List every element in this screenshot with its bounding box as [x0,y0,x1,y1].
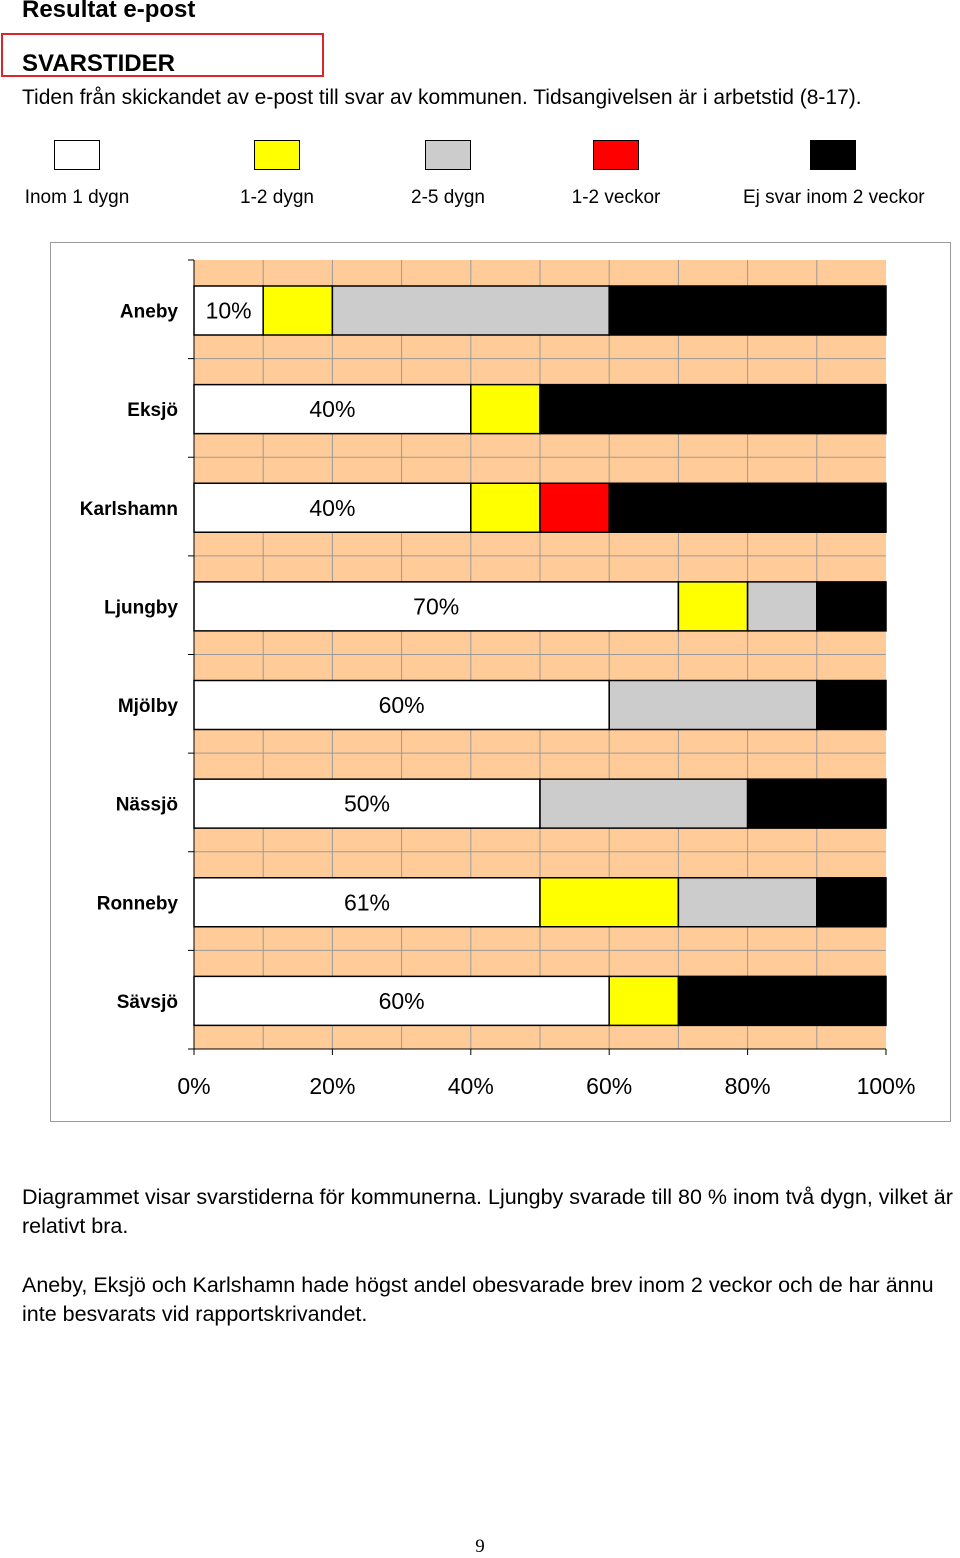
response-time-chart: Aneby 10% Eksjö 40% Karlshamn 40% Ljungby 70% Mj… [80,259,916,1099]
bar-segment-sävsjö-series-1 [608,975,680,1027]
bar-segment-nässjö-series-4 [746,778,887,829]
bar-segment-mjölby-series-4 [816,679,887,731]
bar-segment-eksjö-series-1 [470,383,541,435]
section-title: SVARSTIDER [22,50,175,77]
bar-segment-karlshamn-series-1 [470,482,541,533]
x-tick-label: 100% [857,1073,916,1099]
bar-segment-aneby-series-1 [262,285,334,336]
legend-label: 1-2 dygn [240,187,314,208]
bar-segment-karlshamn-series-3 [539,482,610,533]
bar-segment-karlshamn-series-0 [193,482,472,533]
bar-segment-nässjö-series-2 [539,778,749,829]
x-tick-label: 20% [309,1073,355,1099]
bar-segment-eksjö-series-4 [539,383,887,435]
bar-segment-ronneby-series-0 [193,877,541,928]
section-title-box [1,33,324,77]
category-label: Sävsjö [117,992,178,1013]
summary-paragraph: Aneby, Eksjö och Karlshamn hade högst an… [22,1273,934,1326]
x-tick-label: 0% [177,1073,210,1099]
data-label: 10% [206,298,252,324]
data-label: 61% [344,889,390,915]
category-label: Eksjö [127,400,178,421]
bar-segment-ronneby-series-1 [539,877,680,928]
bar-segment-ronneby-series-2 [677,877,818,928]
bar-segment-karlshamn-series-4 [608,482,887,533]
chart-frame: Aneby 10% Eksjö 40% Karlshamn 40% Ljungby 70% Mj… [50,242,951,1122]
category-label: Mjölby [118,696,179,717]
bar-segment-mjölby-series-2 [608,679,818,731]
x-tick-label: 40% [448,1073,494,1099]
legend-label: Ej svar inom 2 veckor [743,187,925,208]
category-label: Aneby [120,302,179,323]
legend-item-2-5-dygn: 2-5 dygn [358,140,538,220]
legend-item-1-2-veckor: 1-2 veckor [526,140,706,220]
page-number: 9 [475,1536,485,1557]
intro-text: Tiden från skickandet av e-post till sva… [22,86,862,109]
x-tick-label: 80% [725,1073,771,1099]
legend-label: 1-2 veckor [571,187,661,208]
bar-segment-eksjö-series-0 [193,383,472,435]
bar-segment-ljungby-series-2 [746,581,818,632]
bar-segment-mjölby-series-0 [193,679,610,731]
chart-caption: Diagrammet visar svarstiderna för kommun… [22,1185,953,1238]
bar-segment-aneby-series-4 [608,285,887,336]
data-label: 60% [379,988,425,1014]
data-label: 60% [379,692,425,718]
bar-segment-ljungby-series-1 [677,581,749,632]
page-heading: Resultat e-post [22,0,196,23]
data-label: 40% [309,396,355,422]
bar-segment-aneby-series-2 [331,285,610,336]
category-label: Ronneby [97,893,179,914]
category-label: Ljungby [104,597,178,618]
bar-segment-ljungby-series-0 [193,581,680,632]
category-label: Nässjö [116,795,178,816]
bar-segment-ronneby-series-4 [816,877,887,928]
bar-segment-ljungby-series-4 [816,581,887,632]
category-label: Karlshamn [80,499,178,520]
legend-item-inom-1-dygn: Inom 1 dygn [0,140,167,220]
legend-label: 2-5 dygn [411,187,485,208]
legend-label: Inom 1 dygn [24,187,130,208]
legend-swatch [593,140,639,170]
data-label: 70% [413,593,459,619]
bar-segment-sävsjö-series-4 [677,975,887,1027]
x-tick-label: 60% [586,1073,632,1099]
data-label: 50% [344,791,390,817]
data-label: 40% [309,495,355,521]
legend-swatch [254,140,300,170]
legend-swatch [54,140,100,170]
bar-segment-nässjö-series-0 [193,778,541,829]
legend-item-1-2-dygn: 1-2 dygn [187,140,367,220]
legend-swatch [810,140,856,170]
legend-swatch [425,140,471,170]
bar-segment-sävsjö-series-0 [193,975,610,1027]
legend-item-ej-svar: Ej svar inom 2 veckor [743,140,925,220]
